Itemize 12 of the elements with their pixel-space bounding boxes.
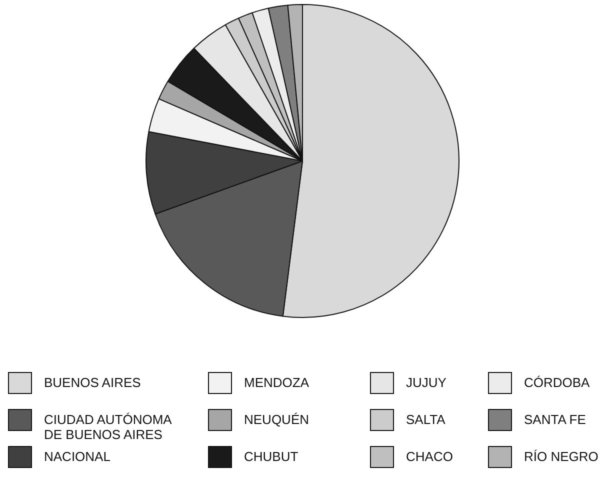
legend-label: CHUBUT [244, 448, 298, 464]
legend-label: SANTA FE [524, 411, 586, 427]
legend-label: CÓRDOBA [524, 374, 590, 390]
legend-label: RÍO NEGRO [524, 448, 598, 464]
legend-label: CHACO [406, 448, 453, 464]
legend-label: SALTA [406, 411, 446, 427]
legend-label: BUENOS AIRES [44, 374, 141, 390]
legend-label: JUJUY [406, 374, 446, 390]
legend-label: MENDOZA [244, 374, 309, 390]
legend-label: NEUQUÉN [244, 411, 310, 427]
legend-label: CIUDAD AUTÓNOMA DE BUENOS AIRES [44, 411, 173, 442]
legend-label: NACIONAL [44, 448, 110, 464]
